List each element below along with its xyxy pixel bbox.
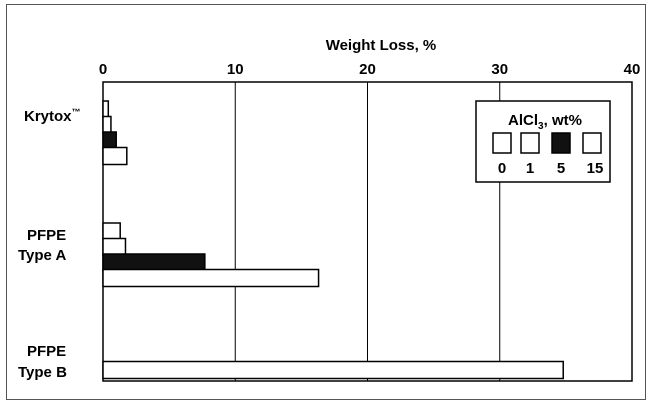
x-tick-label-0: 0 (99, 61, 107, 78)
category-label-3-line-1: PFPE (27, 343, 66, 360)
bars-layer (102, 100, 564, 380)
tick-labels: 0 10 20 30 40 (99, 61, 641, 78)
category-label-1-tm: ™ (72, 107, 81, 117)
bar-1-series-1 (102, 115, 112, 135)
x-tick-label-30: 30 (491, 61, 508, 78)
legend-items: 0 1 5 15 (492, 132, 604, 177)
legend-swatch-1 (520, 132, 540, 154)
bar-1-series-5 (102, 131, 117, 150)
bar-1-series-15 (102, 146, 128, 166)
category-label-1-main: Krytox (24, 108, 72, 125)
x-tick-label-20: 20 (359, 61, 376, 78)
legend-title: AlCl3, wt% (508, 112, 582, 132)
legend-title-main: AlCl (508, 112, 538, 129)
category-label-2-line-2: Type A (18, 247, 67, 264)
category-label-2-line-1: PFPE (27, 227, 66, 244)
bar-1-series-0 (102, 100, 110, 119)
category-labels: Krytox™ PFPE Type A PFPE Type B (18, 107, 81, 381)
bar-3-series-1 (102, 360, 564, 380)
bar-2-series-1 (102, 237, 127, 257)
x-axis-title: Weight Loss, % (326, 37, 437, 54)
legend-label-0: 0 (498, 160, 506, 177)
category-label-1: Krytox™ (24, 107, 81, 125)
legend-label-1: 1 (526, 160, 534, 177)
legend-swatch-15 (582, 132, 602, 154)
bar-2-series-15 (102, 268, 320, 288)
bar-2-series-0 (102, 222, 121, 241)
x-tick-label-10: 10 (227, 61, 244, 78)
x-tick-label-40: 40 (624, 61, 641, 78)
legend-label-15: 15 (587, 160, 604, 177)
legend-swatch-0 (492, 132, 512, 154)
bar-2-series-5 (102, 253, 206, 272)
category-label-3-line-2: Type B (18, 364, 67, 381)
legend-title-subscript: 3 (538, 121, 544, 132)
legend-title-rest: , wt% (544, 112, 582, 129)
legend-swatch-5 (551, 132, 571, 154)
chart-frame (6, 4, 646, 400)
legend-label-5: 5 (557, 160, 565, 177)
legend: AlCl3, wt% 0 1 5 15 (475, 100, 611, 183)
